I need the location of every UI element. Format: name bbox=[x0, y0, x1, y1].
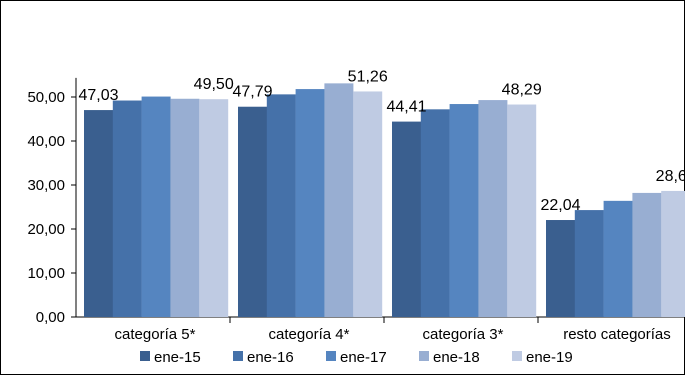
data-label: 47,79 bbox=[232, 84, 272, 101]
bar bbox=[478, 100, 508, 317]
bar bbox=[574, 210, 604, 317]
category-label: categoría 4* bbox=[269, 326, 350, 343]
bar bbox=[199, 99, 229, 317]
bars bbox=[84, 83, 685, 318]
y-axis: 0,00 10,00 20,00 30,00 40,00 50,00 bbox=[27, 77, 77, 326]
legend-swatch bbox=[512, 351, 522, 361]
bar bbox=[420, 109, 450, 317]
bar bbox=[632, 192, 662, 317]
data-label: 47,03 bbox=[78, 87, 118, 104]
legend-label: ene-16 bbox=[247, 349, 294, 366]
legend-swatch bbox=[419, 351, 429, 361]
bar bbox=[449, 104, 479, 317]
bar bbox=[661, 190, 685, 317]
data-label: 48,29 bbox=[502, 82, 542, 99]
legend-swatch bbox=[140, 351, 150, 361]
bar bbox=[295, 89, 325, 317]
bar bbox=[353, 91, 383, 318]
legend-label: ene-15 bbox=[154, 349, 201, 366]
y-tick-label: 0,00 bbox=[36, 309, 65, 326]
bar bbox=[141, 96, 171, 317]
bar bbox=[507, 104, 537, 317]
y-tick-label: 20,00 bbox=[27, 221, 65, 238]
data-label: 28,65 bbox=[656, 168, 685, 185]
legend-swatch bbox=[326, 351, 336, 361]
legend: ene-15 ene-16 ene-17 ene-18 ene-19 bbox=[140, 349, 573, 366]
bar bbox=[170, 98, 200, 317]
legend-swatch bbox=[233, 351, 243, 361]
data-label: 22,04 bbox=[540, 197, 580, 214]
bar bbox=[84, 110, 113, 318]
y-tick-label: 40,00 bbox=[27, 133, 65, 150]
data-label: 51,26 bbox=[348, 68, 388, 85]
category-label: categoría 5* bbox=[115, 326, 196, 343]
y-tick-label: 50,00 bbox=[27, 89, 65, 106]
y-tick-label: 10,00 bbox=[27, 265, 65, 282]
legend-label: ene-18 bbox=[433, 349, 480, 366]
bar bbox=[266, 94, 296, 317]
bar bbox=[603, 200, 633, 317]
category-label: categoría 3* bbox=[423, 326, 504, 343]
bar bbox=[238, 106, 267, 317]
bar bbox=[546, 220, 575, 317]
bar bbox=[392, 121, 421, 317]
data-label: 49,50 bbox=[194, 76, 234, 93]
bar bbox=[112, 100, 142, 318]
legend-label: ene-17 bbox=[340, 349, 387, 366]
legend-label: ene-19 bbox=[526, 349, 573, 366]
y-tick-label: 30,00 bbox=[27, 177, 65, 194]
bar bbox=[324, 83, 354, 317]
data-label: 44,41 bbox=[386, 99, 426, 116]
category-label: resto categorías bbox=[563, 326, 671, 343]
